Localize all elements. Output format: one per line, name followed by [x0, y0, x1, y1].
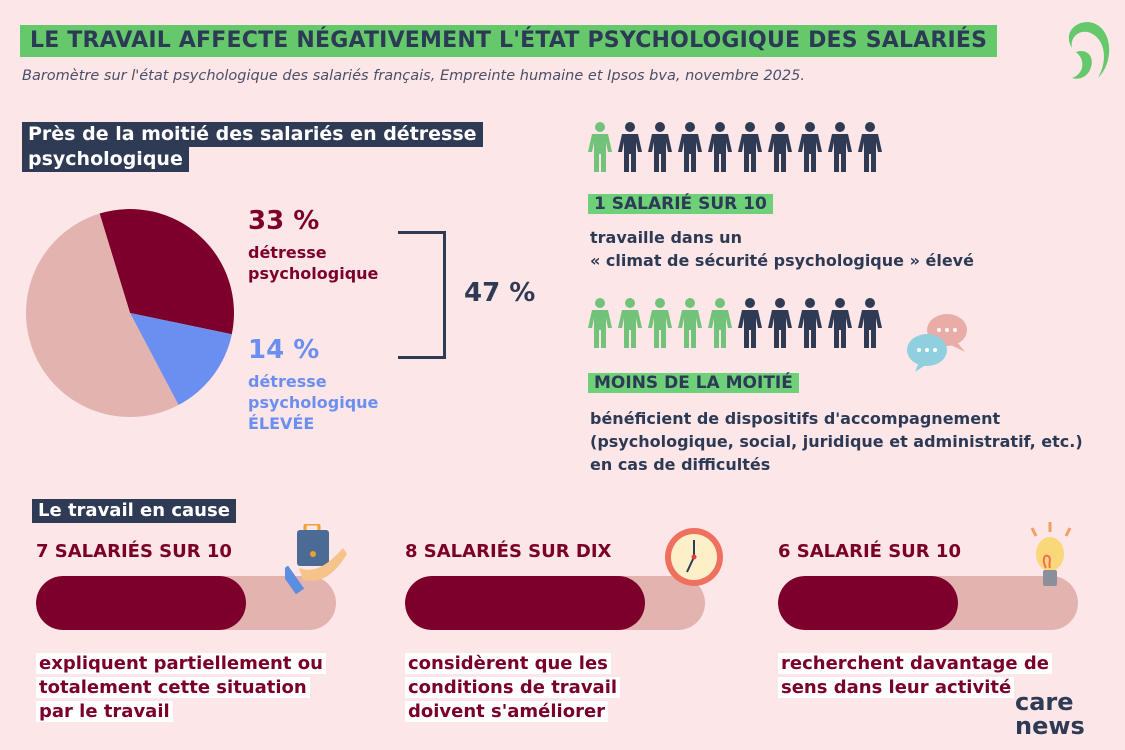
- person-icon: [648, 298, 672, 348]
- stat-description: recherchent davantage de sens dans leur …: [778, 652, 1078, 700]
- brand-logo-icon: [1068, 22, 1110, 79]
- person-icon: [678, 298, 702, 348]
- pie-value-high-distress: 14 %: [248, 335, 320, 365]
- briefcase-hand-icon: [285, 524, 347, 594]
- people-row-2: [588, 298, 882, 348]
- pie-value-distress: 33 %: [248, 206, 320, 236]
- progress-bar: [405, 576, 705, 630]
- chat-bubbles-icon: [907, 314, 967, 372]
- pie-label-distress: détresse psychologique: [248, 243, 379, 283]
- pie-label-high-distress: détresse psychologique ÉLEVÉE: [248, 372, 379, 433]
- person-icon: [588, 298, 612, 348]
- stat-heading: 8 SALARIÉS SUR DIX: [405, 541, 612, 562]
- progress-bar: [778, 576, 1078, 630]
- stat-text-1: travaille dans un « climat de sécurité ps…: [590, 228, 974, 270]
- lightbulb-icon: [1030, 522, 1072, 586]
- pie-slice-other: [25, 213, 179, 417]
- progress-fill: [778, 576, 958, 630]
- subtitle: Baromètre sur l'état psychologique des s…: [22, 68, 805, 84]
- stat-heading: 6 SALARIÉ SUR 10: [778, 541, 961, 562]
- person-icon: [858, 298, 882, 348]
- pie-slice-distress: [99, 209, 235, 335]
- person-icon: [768, 298, 792, 348]
- person-icon: [708, 122, 732, 172]
- total-percent: 47 %: [464, 278, 536, 308]
- stat-block-3: 6 SALARIÉ SUR 10 recherchent davantage d…: [778, 541, 1098, 700]
- person-icon: [618, 122, 642, 172]
- progress-fill: [405, 576, 645, 630]
- person-icon: [798, 298, 822, 348]
- person-icon: [768, 122, 792, 172]
- stat-description: expliquent partiellement ou totalement c…: [36, 652, 336, 724]
- bracket: [398, 231, 446, 359]
- stat-tag-1: 1 SALARIÉ SUR 10: [588, 194, 773, 214]
- carenews-logo: care news: [1015, 688, 1085, 740]
- person-icon: [738, 298, 762, 348]
- person-icon: [738, 122, 762, 172]
- person-icon: [798, 122, 822, 172]
- person-icon: [708, 298, 732, 348]
- progress-bar: [36, 576, 336, 630]
- person-icon: [648, 122, 672, 172]
- pie-slice-high-distress: [130, 313, 232, 405]
- person-icon: [618, 298, 642, 348]
- clock-icon: [665, 528, 723, 586]
- stat-block-1: 7 SALARIÉS SUR 10 expliquent partielleme…: [36, 541, 356, 724]
- section-heading-work: Le travail en cause: [32, 499, 236, 523]
- stat-heading: 7 SALARIÉS SUR 10: [36, 541, 232, 562]
- person-icon: [828, 122, 852, 172]
- stat-tag-2: MOINS DE LA MOITIÉ: [588, 373, 799, 393]
- page-title: LE TRAVAIL AFFECTE NÉGATIVEMENT L'ÉTAT P…: [20, 25, 998, 57]
- stat-block-2: 8 SALARIÉS SUR DIX considèrent que les c…: [405, 541, 725, 724]
- person-icon: [678, 122, 702, 172]
- people-row-1: [588, 122, 882, 172]
- pie-chart: [25, 209, 235, 417]
- progress-fill: [36, 576, 246, 630]
- person-icon: [858, 122, 882, 172]
- stat-description: considèrent que les conditions de travai…: [405, 652, 630, 724]
- section-heading-distress: Près de la moitié des salariés en détres…: [22, 122, 483, 172]
- person-icon: [588, 122, 612, 172]
- stat-text-2: bénéficient de dispositifs d'accompagnem…: [590, 409, 1083, 474]
- person-icon: [828, 298, 852, 348]
